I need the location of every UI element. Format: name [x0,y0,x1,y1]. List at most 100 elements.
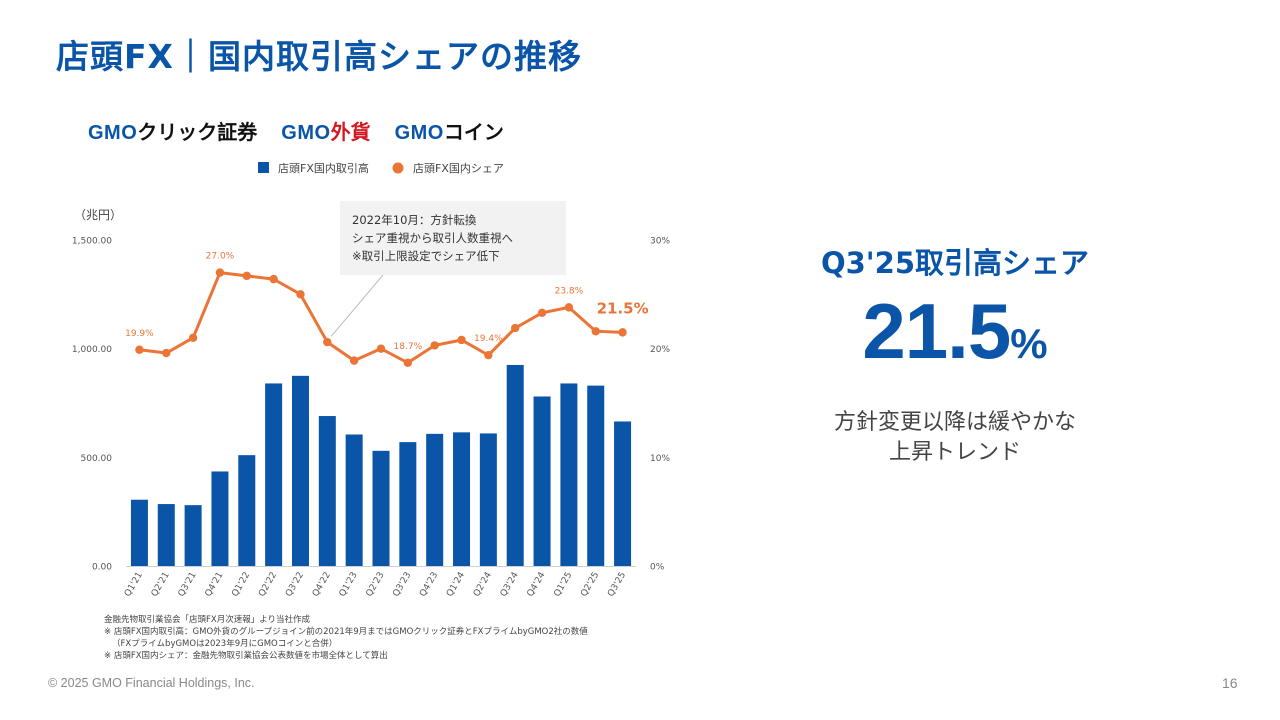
legend-line-label: 店頭FX国内シェア [413,161,504,175]
share-data-label: 18.7% [394,342,423,352]
x-tick-label: Q2'22 [257,571,279,599]
share-point [323,337,332,347]
note-line: （FXプライムbyGMOは2023年9月にGMOコインと合併） [112,639,338,649]
share-point [162,348,171,358]
y-left-tick-label: 0.00 [92,563,112,573]
brand-logos: GMOクリック証券 GMO外貨 GMOコイン [88,116,504,144]
share-point [349,356,359,365]
share-point [242,271,251,281]
share-point [215,268,225,277]
x-tick-label: Q1'23 [338,571,360,599]
page-number: 16 [1222,675,1238,691]
logo-prefix: GMO [88,121,138,144]
bar-volume [345,434,363,566]
note-line: ※ 店頭FX国内シェア：金融先物取引業協会公表数値を市場全体として算出 [104,651,388,661]
logo-gmo-gaika: GMO外貨 [281,116,370,145]
x-tick-label: Q2'23 [365,571,387,599]
page-title: 店頭FX｜国内取引高シェアの推移 [56,37,582,76]
bar-volume [157,504,175,566]
x-tick-label: Q3'24 [499,570,521,598]
kpi-desc-line2: 上昇トレンド [888,440,1021,465]
logo-prefix: GMO [394,121,444,144]
y-left-tick-label: 1,000.00 [72,345,112,355]
kpi-description: 方針変更以降は緩やかな 上昇トレンド [800,408,1110,468]
share-point [188,333,198,342]
share-point [511,323,520,333]
share-point [457,335,466,345]
x-tick-label: Q2'21 [150,571,172,599]
share-data-label: 23.8% [555,286,584,296]
logo-name: クリック証券 [137,121,258,144]
share-point [618,328,627,337]
y-right-tick-label: 20% [650,345,670,355]
y-right-tick-label: 0% [650,563,665,573]
share-point [135,345,144,354]
y-axis-unit-label: （兆円） [74,208,122,222]
x-tick-label: Q1'25 [552,571,574,599]
share-point [403,358,413,367]
bar-volume [372,450,390,566]
legend-line-swatch [392,162,404,174]
bar-volume [533,396,551,566]
bar-volume [291,375,309,566]
kpi-desc-line1: 方針変更以降は緩やかな [833,410,1076,435]
annotation-line: ※取引上限設定でシェア低下 [352,249,500,263]
bar-volume [453,432,471,566]
share-point [376,344,386,353]
x-tick-label: Q4'23 [418,571,440,599]
y-right-tick-label: 10% [650,454,670,464]
logo-name: コイン [443,121,504,144]
bar-volume [238,455,256,566]
share-data-label: 27.0% [206,252,235,262]
y-left-tick-label: 500.00 [81,454,113,464]
bar-volume [614,421,632,566]
x-tick-label: Q1'21 [123,571,145,599]
copyright: © 2025 GMO Financial Holdings, Inc. [48,676,255,690]
bar-volume [265,383,283,566]
y-left-tick-label: 1,500.00 [72,237,112,247]
annotation-connector [330,274,384,337]
kpi-number: 21.5 [862,287,1011,375]
share-point [591,327,600,336]
kpi-unit: % [1010,320,1048,367]
x-tick-label: Q3'23 [391,571,413,599]
logo-gmo-coin: GMOコイン [395,116,504,145]
bar-volume [184,505,202,566]
bar-volume [318,416,336,566]
bar-volume [399,442,417,566]
bar-volume [479,433,497,566]
share-point [430,341,439,350]
logo-name: 外貨 [330,121,371,144]
legend-bar-swatch [258,162,269,173]
source-notes: 金融先物取引業協会「店頭FX月次速報」より当社作成 ※ 店頭FX国内取引高：GM… [104,614,588,662]
share-point [484,350,493,360]
x-tick-label: Q3'22 [284,571,306,599]
logo-gmo-click: GMOクリック証券 [88,116,257,145]
annotation-box [340,201,566,275]
kpi-label: Q3'25取引高シェア [820,246,1090,280]
share-point [296,290,305,299]
share-chart: 店頭FX国内取引高 店頭FX国内シェア （兆円） 0.00 500.00 1,000.00… [72,161,671,599]
x-tick-label: Q4'21 [204,571,226,599]
bar-volume [587,385,605,566]
x-tick-label: Q2'24 [472,570,494,598]
share-point [537,308,547,318]
share-data-label: 19.4% [474,334,503,344]
share-point [269,274,278,284]
annotation-line: シェア重視から取引人数重視へ [352,231,513,245]
kpi-value: 21.5% [810,286,1100,377]
bar-volume [560,383,578,566]
logo-prefix: GMO [281,121,331,144]
x-tick-label: Q1'22 [230,571,252,599]
x-tick-label: Q4'24 [526,570,548,598]
note-line: ※ 店頭FX国内取引高：GMO外貨のグループジョイン前の2021年9月まではGM… [104,627,588,637]
bar-volume [211,471,229,566]
x-tick-label: Q4'22 [311,571,333,599]
note-line: 金融先物取引業協会「店頭FX月次速報」より当社作成 [104,615,311,625]
bar-volume [426,433,444,566]
x-tick-label: Q2'25 [579,571,601,599]
share-data-label: 21.5% [597,299,649,317]
share-point [564,303,574,312]
y-right-tick-label: 30% [650,237,670,247]
legend-bar-label: 店頭FX国内取引高 [278,161,369,175]
